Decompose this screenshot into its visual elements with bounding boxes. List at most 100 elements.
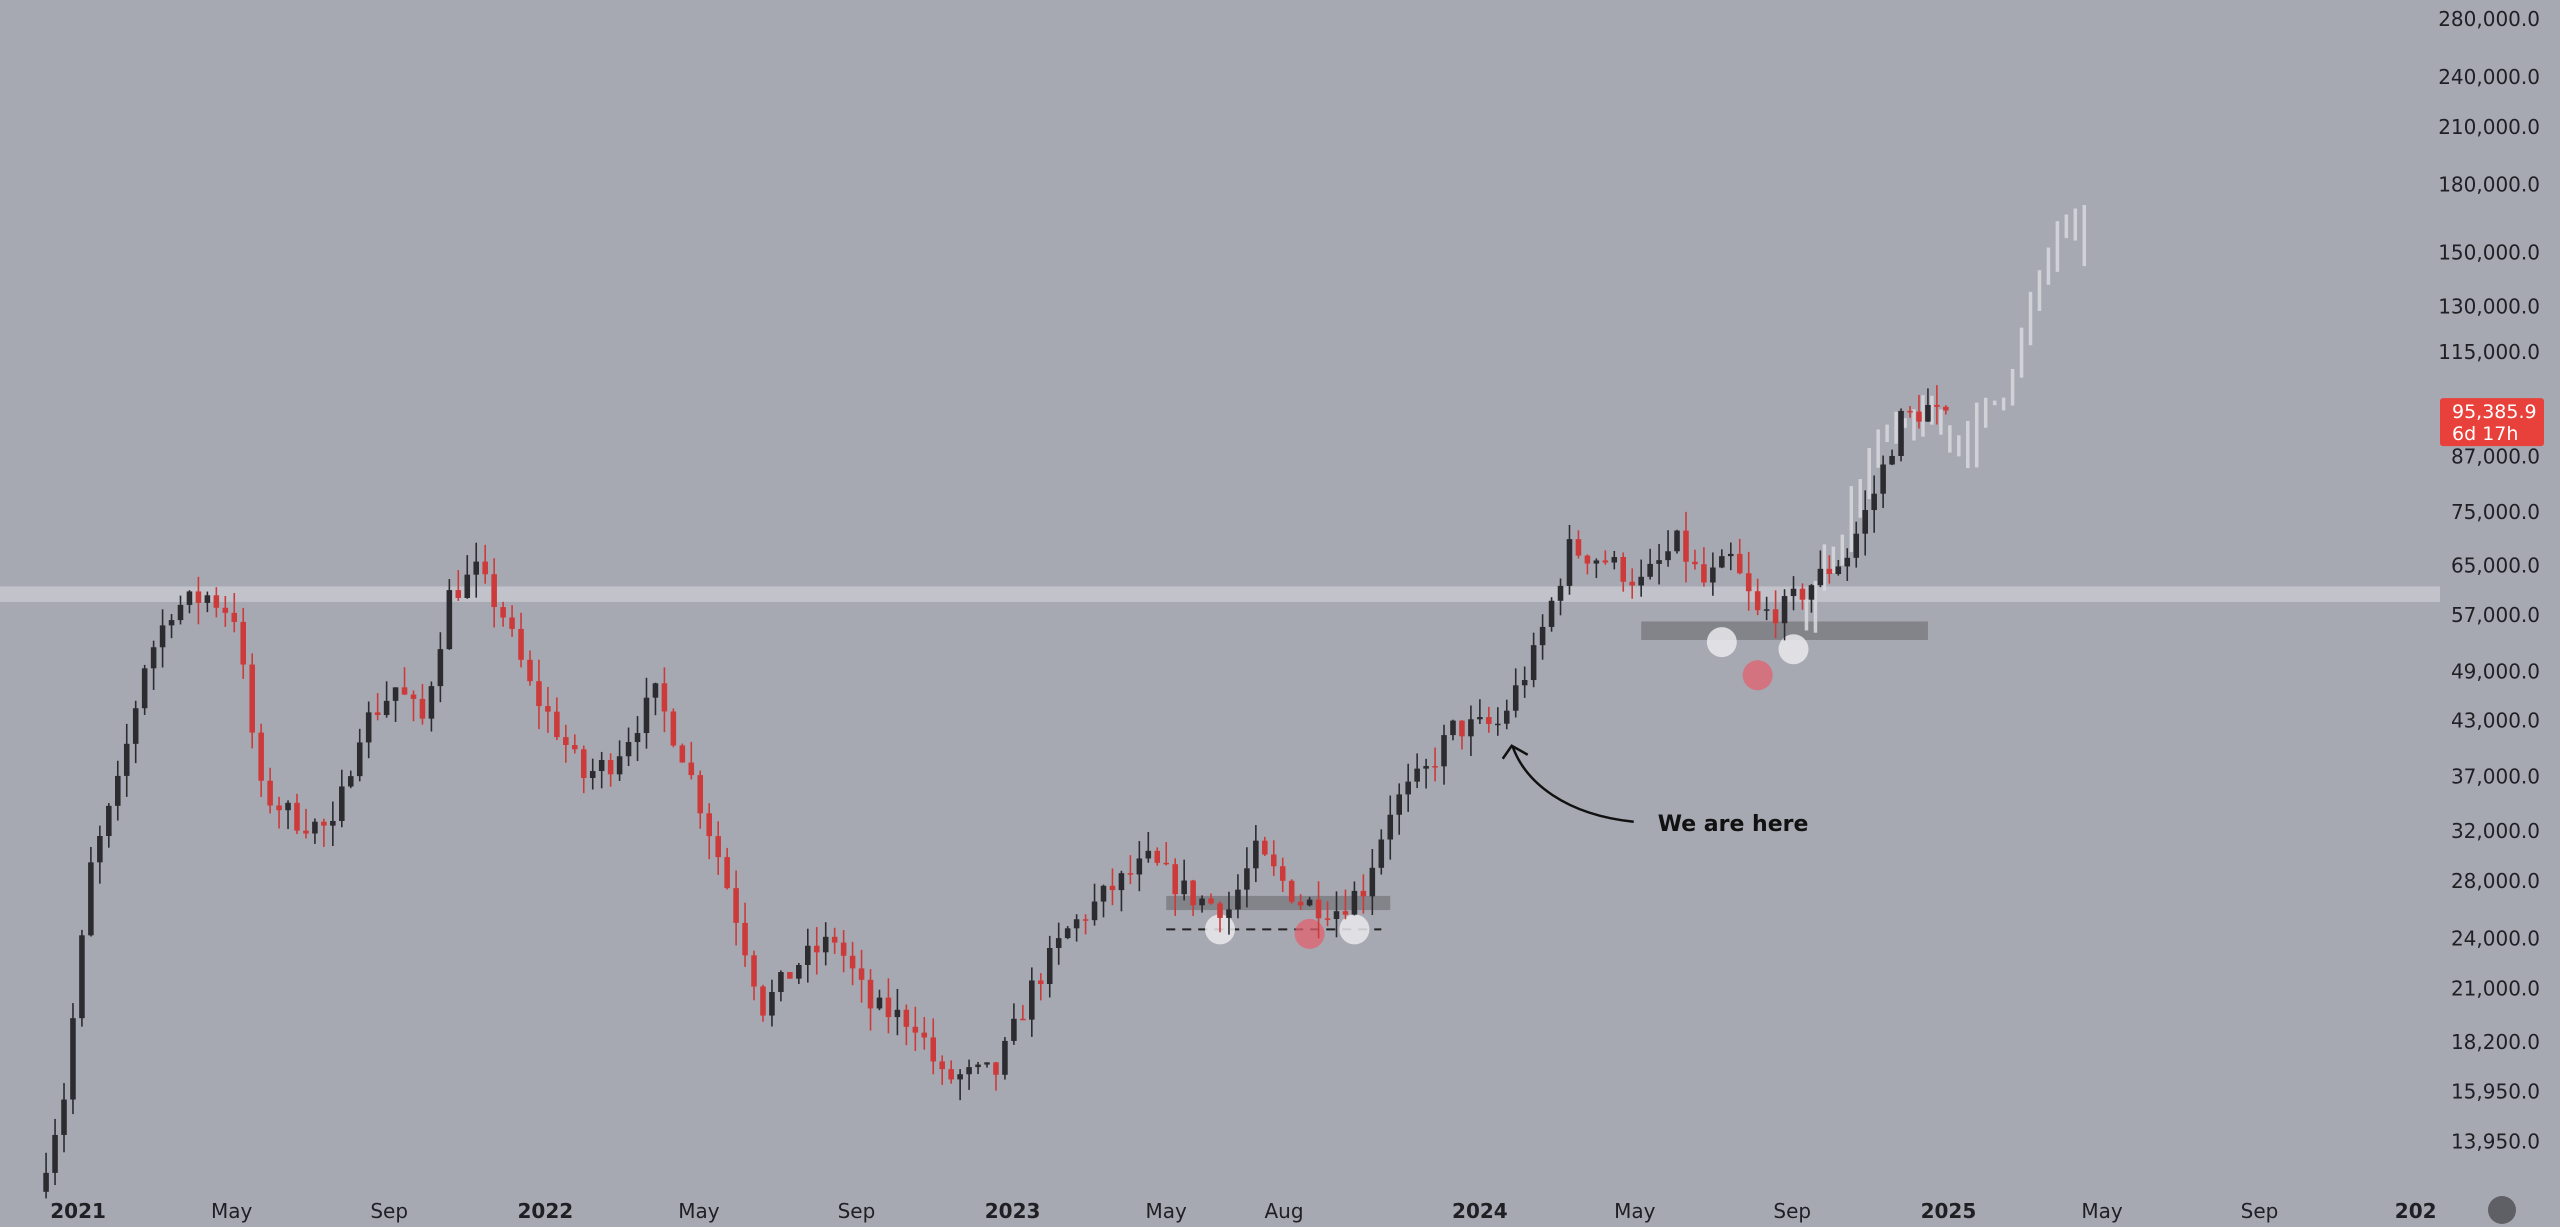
y-tick-label-11: 57,000.0 <box>2451 603 2540 627</box>
candle-body <box>894 1009 901 1018</box>
marker-circle-5 <box>1778 634 1809 665</box>
candle-body <box>1082 919 1089 921</box>
candle-body <box>930 1037 937 1062</box>
candle-body <box>276 805 282 811</box>
candle-body <box>1020 1018 1026 1021</box>
candle-body <box>168 620 175 626</box>
candle-body <box>1763 609 1770 611</box>
candle-body <box>1324 918 1331 920</box>
candle-body <box>733 888 739 923</box>
candle-body <box>1728 553 1734 557</box>
candle-body <box>79 935 85 1019</box>
candle-body <box>383 700 390 716</box>
x-axis[interactable]: 2021 May Sep 2022 May Sep 2023 May Aug 2024 May Sep… <box>50 1199 2436 1223</box>
candle-body <box>643 697 650 734</box>
candle-body <box>751 955 757 987</box>
candle-body <box>240 621 247 665</box>
candle-body <box>1925 404 1931 422</box>
candle-body <box>697 775 704 814</box>
candle-body <box>939 1061 945 1070</box>
candle-body <box>1898 410 1904 456</box>
candle-body <box>114 775 121 806</box>
x-tick-label-6: 2023 <box>985 1199 1041 1223</box>
candle-body <box>1396 794 1403 815</box>
candle-body <box>1055 938 1062 948</box>
candle-body <box>778 972 784 992</box>
y-tick-label-1: 240,000.0 <box>2438 65 2540 89</box>
candle-body <box>43 1172 49 1192</box>
candle-body <box>1808 585 1815 600</box>
candle-body <box>1253 840 1259 869</box>
candle-body <box>213 595 220 608</box>
y-axis[interactable]: 280,000.0 240,000.0 210,000.0 180,000.0 150,… <box>2438 7 2540 1154</box>
candle-body <box>1745 573 1752 592</box>
annotation-label: We are here <box>1658 812 1809 837</box>
candle-body <box>1817 568 1824 586</box>
candle-body <box>330 820 336 826</box>
candle-body <box>428 686 435 719</box>
candle-body <box>572 745 578 750</box>
candle-body <box>822 936 829 953</box>
candle-body <box>177 604 184 621</box>
candle-body <box>312 821 318 834</box>
candle-body <box>258 732 264 781</box>
candle-body <box>563 737 569 746</box>
x-tick-label-14: Sep <box>2241 1199 2279 1223</box>
candle-body <box>1235 889 1241 910</box>
candle-body <box>1539 626 1546 646</box>
candle-body <box>1701 564 1707 583</box>
candle-body <box>796 965 802 979</box>
y-tick-label-20: 15,950.0 <box>2451 1080 2540 1104</box>
candle-body <box>1100 885 1107 902</box>
candle-body <box>607 759 614 775</box>
candle-body <box>1512 685 1519 711</box>
y-tick-label-8: 87,000.0 <box>2451 445 2540 469</box>
candle-body <box>1163 862 1170 865</box>
candle-body <box>885 997 892 1018</box>
candle-body <box>365 712 372 743</box>
candle-body <box>912 1026 919 1033</box>
candle-body <box>482 561 488 575</box>
candle-body <box>1208 898 1214 904</box>
candle-body <box>159 625 166 648</box>
current-price-badge-bg <box>2440 398 2544 447</box>
candle-body <box>1754 591 1761 611</box>
y-tick-label-15: 32,000.0 <box>2451 819 2540 843</box>
candle-body <box>1226 909 1232 918</box>
candle-body <box>1011 1018 1017 1041</box>
candle-body <box>1486 717 1492 724</box>
candle-body <box>760 986 766 1016</box>
candle-body <box>1369 867 1376 897</box>
candle-body <box>1889 455 1895 465</box>
candle-body <box>401 687 408 695</box>
candle-body <box>1530 645 1537 681</box>
candle-body <box>625 742 632 757</box>
candle-body <box>598 759 605 772</box>
candle-body <box>249 664 255 733</box>
candle-body <box>70 1018 76 1100</box>
y-tick-label-5: 130,000.0 <box>2438 294 2540 318</box>
candle-body <box>634 733 641 743</box>
candle-body <box>464 574 471 598</box>
annotations-layer: We are here <box>1501 744 1809 837</box>
candle-body <box>1736 553 1743 574</box>
candle-body <box>1378 839 1385 868</box>
candle-body <box>921 1032 928 1038</box>
annotation-arrowhead <box>1501 744 1529 760</box>
settings-icon[interactable] <box>2488 1196 2516 1224</box>
candle-body <box>1046 947 1053 985</box>
candle-body <box>52 1134 58 1173</box>
candle-body <box>1835 566 1842 574</box>
candle-body <box>724 857 730 889</box>
candle-body <box>419 698 426 719</box>
x-tick-label-7: May <box>1146 1199 1188 1223</box>
candle-body <box>1109 885 1116 891</box>
candle-body <box>97 835 103 863</box>
candle-body <box>1450 720 1456 736</box>
y-tick-label-13: 43,000.0 <box>2451 708 2540 732</box>
candle-body <box>518 628 524 660</box>
candle-body <box>356 742 363 777</box>
candle-body <box>1441 735 1447 767</box>
candle-body <box>437 649 444 687</box>
